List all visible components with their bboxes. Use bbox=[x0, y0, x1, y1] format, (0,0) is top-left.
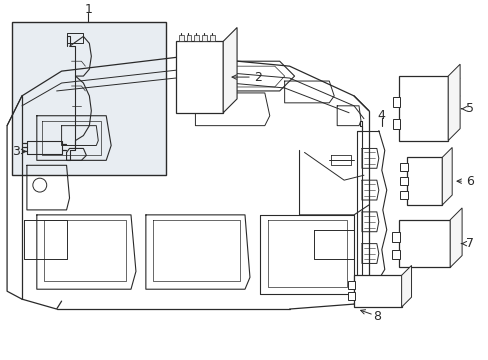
Bar bbox=[391, 249, 399, 260]
Bar bbox=[12, 22, 165, 175]
Bar bbox=[194, 35, 199, 41]
Text: 3: 3 bbox=[12, 145, 20, 158]
Bar bbox=[178, 35, 183, 41]
Bar bbox=[399, 163, 407, 171]
Polygon shape bbox=[447, 64, 459, 140]
Bar bbox=[186, 35, 191, 41]
Bar bbox=[391, 232, 399, 242]
Polygon shape bbox=[441, 148, 451, 205]
Text: 2: 2 bbox=[253, 71, 261, 84]
Bar bbox=[398, 220, 449, 267]
Text: 1: 1 bbox=[84, 3, 92, 16]
Bar bbox=[210, 35, 215, 41]
Bar bbox=[392, 119, 399, 129]
Polygon shape bbox=[449, 208, 461, 267]
Bar bbox=[399, 191, 407, 199]
Polygon shape bbox=[223, 27, 237, 113]
Text: 5: 5 bbox=[465, 102, 473, 115]
Bar bbox=[398, 76, 447, 140]
Bar bbox=[392, 97, 399, 107]
Bar bbox=[347, 281, 354, 289]
Bar bbox=[399, 177, 407, 185]
Bar bbox=[202, 35, 207, 41]
Text: 8: 8 bbox=[372, 310, 380, 324]
Bar bbox=[175, 41, 223, 113]
Text: 7: 7 bbox=[465, 237, 473, 250]
Polygon shape bbox=[401, 265, 411, 307]
Bar bbox=[347, 292, 354, 300]
Text: 4: 4 bbox=[377, 109, 385, 122]
Text: 6: 6 bbox=[465, 175, 473, 188]
Bar bbox=[353, 275, 401, 307]
Bar bbox=[406, 157, 441, 205]
